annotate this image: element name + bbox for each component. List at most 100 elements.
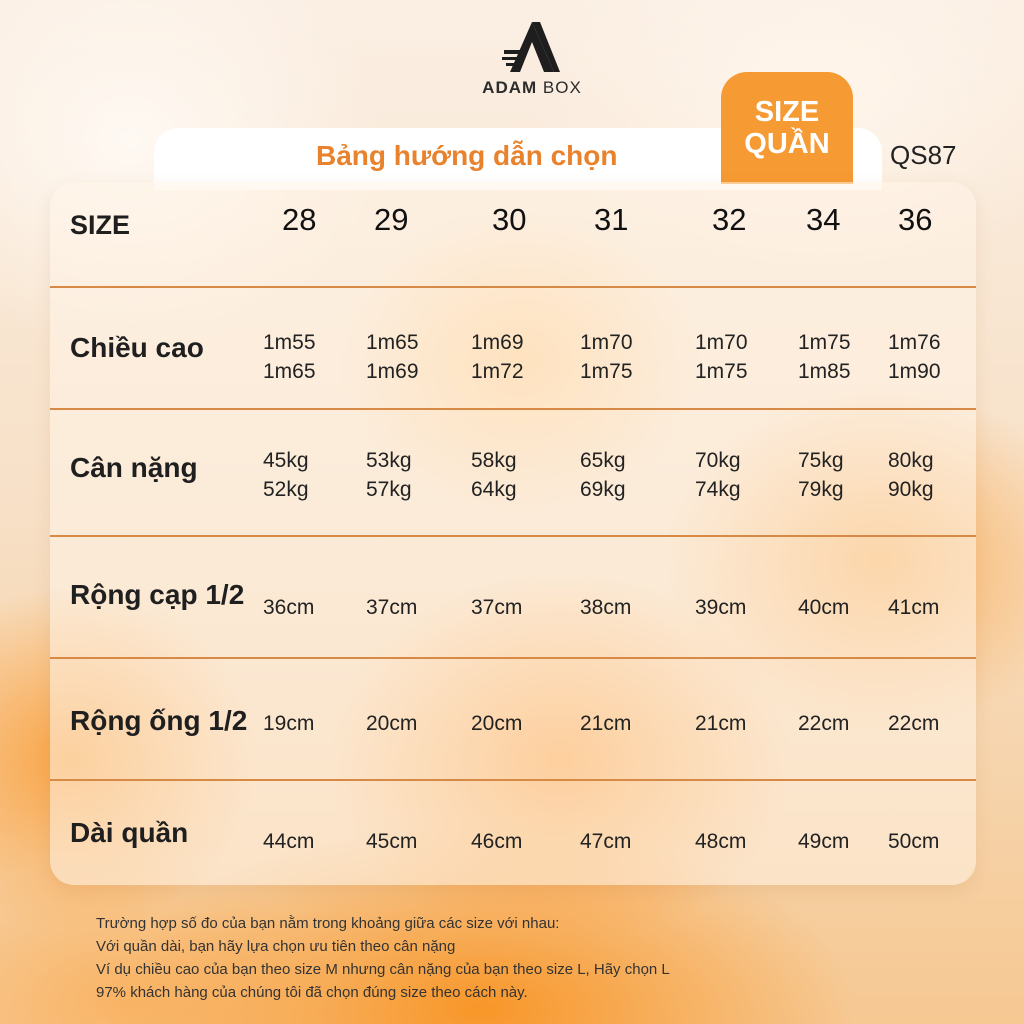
- cell-value: 40cm: [798, 596, 850, 619]
- size-column-header: 31: [594, 202, 629, 237]
- cell-value: 74kg: [695, 478, 741, 501]
- cell-value: 44cm: [263, 830, 315, 853]
- cell-value: 52kg: [263, 478, 309, 501]
- table-cell: 1m65 1m69: [366, 328, 419, 386]
- cell-value: 48cm: [695, 830, 747, 853]
- cell-value: 49cm: [798, 830, 850, 853]
- size-column-header: 30: [492, 202, 527, 237]
- cell-value: 57kg: [366, 478, 412, 501]
- table-cell: 45kg 52kg: [263, 446, 309, 504]
- table-cell: 20cm: [366, 709, 417, 738]
- table-row: Dài quần 44cm 45cm 46cm 47cm 48cm 49cm 50cm: [50, 779, 976, 885]
- table-cell: 65kg 69kg: [580, 446, 626, 504]
- brand-name: ADAM BOX: [482, 78, 582, 97]
- note-line: Với quần dài, bạn hãy lựa chọn ưu tiên t…: [96, 938, 456, 955]
- cell-value: 1m85: [798, 360, 851, 383]
- cell-value: 58kg: [471, 449, 517, 472]
- cell-value: 20cm: [471, 712, 523, 735]
- size-header-row: SIZE 28 29 30 31 32 34 36: [50, 182, 976, 288]
- table-cell: 45cm: [366, 827, 417, 856]
- cell-value: 75kg: [798, 449, 844, 472]
- table-cell: 39cm: [695, 593, 746, 622]
- table-row: Cân nặng 45kg 52kg 53kg 57kg 58kg 64kg 65kg 69kg…: [50, 408, 976, 537]
- table-cell: 37cm: [471, 593, 522, 622]
- badge-line-2: QUẦN: [744, 128, 830, 160]
- cell-value: 37cm: [471, 596, 523, 619]
- page-title: Bảng hướng dẫn chọn: [316, 140, 618, 171]
- cell-value: 1m70: [580, 331, 633, 354]
- table-cell: 20cm: [471, 709, 522, 738]
- note-line: 97% khách hàng của chúng tôi đã chọn đún…: [96, 984, 528, 1001]
- table-row: Rộng cạp 1/2 36cm 37cm 37cm 38cm 39cm 40cm 41cm: [50, 535, 976, 659]
- cell-value: 90kg: [888, 478, 934, 501]
- table-cell: 21cm: [580, 709, 631, 738]
- row-label: Rộng cạp 1/2: [70, 579, 245, 610]
- cell-value: 1m65: [263, 360, 316, 383]
- table-cell: 58kg 64kg: [471, 446, 517, 504]
- note-line: Ví dụ chiều cao của bạn theo size M nhưn…: [96, 961, 670, 978]
- cell-value: 65kg: [580, 449, 626, 472]
- table-cell: 40cm: [798, 593, 849, 622]
- cell-value: 79kg: [798, 478, 844, 501]
- cell-value: 20cm: [366, 712, 418, 735]
- note-line: Trường hợp số đo của bạn nằm trong khoản…: [96, 915, 560, 932]
- size-notes: Trường hợp số đo của bạn nằm trong khoản…: [96, 912, 670, 1004]
- size-column-header: 32: [712, 202, 747, 237]
- cell-value: 1m69: [366, 360, 419, 383]
- cell-value: 38cm: [580, 596, 632, 619]
- cell-value: 37cm: [366, 596, 418, 619]
- cell-value: 1m65: [366, 331, 419, 354]
- table-row: Chiều cao 1m55 1m65 1m65 1m69 1m69 1m72 1m70 1m7…: [50, 288, 976, 410]
- table-cell: 1m70 1m75: [695, 328, 748, 386]
- cell-value: 21cm: [580, 712, 632, 735]
- brand-mark-icon: [502, 22, 560, 72]
- cell-value: 1m70: [695, 331, 748, 354]
- table-cell: 47cm: [580, 827, 631, 856]
- table-cell: 75kg 79kg: [798, 446, 844, 504]
- cell-value: 39cm: [695, 596, 747, 619]
- table-cell: 46cm: [471, 827, 522, 856]
- cell-value: 19cm: [263, 712, 315, 735]
- cell-value: 21cm: [695, 712, 747, 735]
- table-cell: 1m69 1m72: [471, 328, 524, 386]
- cell-value: 70kg: [695, 449, 741, 472]
- table-cell: 22cm: [888, 709, 939, 738]
- badge-line-1: SIZE: [754, 96, 820, 128]
- table-cell: 1m55 1m65: [263, 328, 316, 386]
- row-label: Chiều cao: [70, 332, 204, 363]
- cell-value: 1m69: [471, 331, 524, 354]
- table-cell: 1m70 1m75: [580, 328, 633, 386]
- cell-value: 1m90: [888, 360, 941, 383]
- table-cell: 1m75 1m85: [798, 328, 851, 386]
- size-column-header: 28: [282, 202, 317, 237]
- size-table: [50, 182, 976, 885]
- size-header-label: SIZE: [70, 210, 131, 240]
- cell-value: 1m72: [471, 360, 524, 383]
- size-column-header: 29: [374, 202, 409, 237]
- size-column-header: 34: [806, 202, 841, 237]
- cell-value: 1m75: [580, 360, 633, 383]
- product-code: QS87: [890, 140, 957, 170]
- table-cell: 49cm: [798, 827, 849, 856]
- cell-value: 80kg: [888, 449, 934, 472]
- row-label: Rộng ống 1/2: [70, 705, 248, 736]
- cell-value: 50cm: [888, 830, 940, 853]
- table-cell: 41cm: [888, 593, 939, 622]
- cell-value: 64kg: [471, 478, 517, 501]
- table-cell: 21cm: [695, 709, 746, 738]
- row-label: Dài quần: [70, 817, 189, 848]
- table-cell: 37cm: [366, 593, 417, 622]
- table-cell: 22cm: [798, 709, 849, 738]
- cell-value: 53kg: [366, 449, 412, 472]
- brand-logo: ADAM BOX: [474, 20, 590, 100]
- cell-value: 1m75: [798, 331, 851, 354]
- cell-value: 46cm: [471, 830, 523, 853]
- cell-value: 45kg: [263, 449, 309, 472]
- table-cell: 38cm: [580, 593, 631, 622]
- table-cell: 36cm: [263, 593, 314, 622]
- cell-value: 36cm: [263, 596, 315, 619]
- table-cell: 19cm: [263, 709, 314, 738]
- table-cell: 53kg 57kg: [366, 446, 412, 504]
- table-row: Rộng ống 1/2 19cm 20cm 20cm 21cm 21cm 22cm 22cm: [50, 657, 976, 781]
- table-cell: 50cm: [888, 827, 939, 856]
